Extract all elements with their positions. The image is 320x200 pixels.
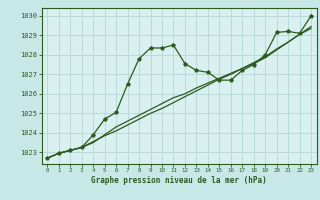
X-axis label: Graphe pression niveau de la mer (hPa): Graphe pression niveau de la mer (hPa) xyxy=(91,176,267,185)
